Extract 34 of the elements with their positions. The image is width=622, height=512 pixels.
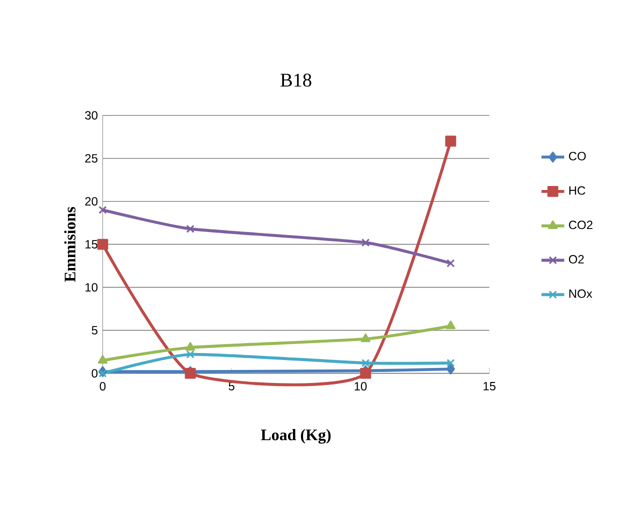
y-tick-label: 20 xyxy=(85,197,98,206)
point xyxy=(360,368,372,379)
point xyxy=(446,320,456,330)
point xyxy=(446,364,455,374)
legend-label: NOx xyxy=(569,289,592,298)
point xyxy=(186,350,194,359)
legend-label: CO xyxy=(568,152,586,160)
point xyxy=(186,224,194,233)
legend-label: CO2 xyxy=(568,220,592,230)
x-tick-label: 10 xyxy=(354,382,367,391)
point xyxy=(445,136,456,147)
y-tick-label: 30 xyxy=(85,111,98,120)
legend-label: O2 xyxy=(568,255,584,264)
point xyxy=(185,342,196,351)
legend-label: HC xyxy=(569,186,586,195)
y-tick-label: 10 xyxy=(86,283,98,292)
point xyxy=(97,238,108,250)
point xyxy=(360,333,370,342)
point xyxy=(446,358,455,368)
y-tick-label: 5 xyxy=(92,326,98,335)
y-tick-label: 25 xyxy=(85,154,98,163)
x-tick-label: 0 xyxy=(100,382,106,391)
point xyxy=(98,354,108,364)
point xyxy=(98,206,107,214)
point xyxy=(362,238,370,247)
x-tick-label: 15 xyxy=(484,382,496,390)
point xyxy=(362,358,370,368)
y-tick-label: 15 xyxy=(86,240,98,249)
chart-title: B18 xyxy=(280,74,312,87)
x-axis-title: Load (Kg) xyxy=(260,429,331,444)
y-axis-title: Emmisions xyxy=(64,206,76,282)
y-tick-label: 0 xyxy=(92,369,98,378)
point xyxy=(446,259,455,268)
point xyxy=(98,369,107,378)
